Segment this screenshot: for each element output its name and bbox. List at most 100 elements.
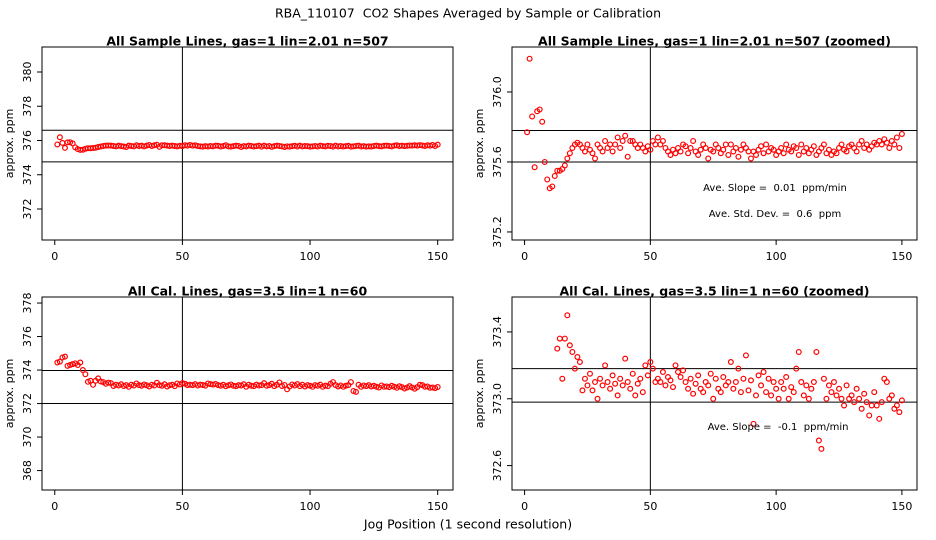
point	[692, 380, 699, 387]
point	[576, 359, 583, 366]
point	[863, 399, 870, 406]
point	[541, 158, 548, 165]
point	[617, 375, 624, 382]
point	[785, 395, 792, 402]
point	[554, 345, 561, 352]
point	[685, 150, 692, 157]
point	[77, 359, 84, 366]
point	[552, 271, 557, 276]
y-tick-label: 378	[21, 293, 34, 314]
point	[798, 141, 805, 148]
point	[607, 141, 614, 148]
point	[667, 151, 674, 158]
y-axis-label: approx. ppm	[3, 359, 16, 429]
point	[858, 405, 865, 412]
point	[637, 375, 644, 382]
point	[815, 437, 822, 444]
point	[540, 171, 545, 176]
point	[685, 385, 692, 392]
point	[778, 144, 785, 151]
point	[715, 144, 722, 151]
point	[602, 137, 609, 144]
point	[642, 148, 649, 155]
point	[532, 96, 537, 101]
point	[851, 399, 858, 406]
point	[836, 385, 843, 392]
point	[622, 355, 629, 362]
point	[619, 382, 626, 389]
point	[690, 390, 697, 397]
x-tick-label: 0	[521, 500, 528, 513]
point	[652, 141, 659, 148]
point	[780, 385, 787, 392]
point	[737, 146, 744, 153]
point	[649, 365, 656, 372]
point	[783, 374, 790, 381]
point	[732, 379, 739, 386]
point	[841, 402, 848, 409]
point	[644, 372, 651, 379]
point	[434, 141, 441, 148]
point	[770, 379, 777, 386]
y-axis-label: approx. ppm	[3, 109, 16, 179]
y-tick-label: 373.0	[491, 383, 504, 415]
point	[695, 372, 702, 379]
y-tick-label: 368	[21, 460, 34, 481]
x-tick-label: 50	[643, 500, 657, 513]
point	[599, 382, 606, 389]
point	[745, 387, 752, 394]
y-tick-label: 378	[21, 96, 34, 117]
point	[873, 402, 880, 409]
point	[614, 134, 621, 141]
point	[793, 144, 800, 151]
figure-title: RBA_110107 CO2 Shapes Averaged by Sample…	[275, 6, 661, 21]
point	[810, 143, 817, 150]
point	[539, 118, 546, 125]
point	[788, 148, 795, 155]
point	[697, 146, 704, 153]
point	[790, 389, 797, 396]
plot-area	[512, 47, 917, 240]
point	[825, 382, 832, 389]
y-tick-label: 376.0	[491, 76, 504, 108]
point	[783, 141, 790, 148]
point	[891, 141, 898, 148]
point	[352, 388, 359, 395]
point	[677, 148, 684, 155]
point	[705, 382, 712, 389]
point	[97, 378, 104, 385]
point	[712, 375, 719, 382]
point	[675, 369, 682, 376]
point	[544, 176, 551, 183]
point	[527, 146, 532, 151]
point	[586, 370, 593, 377]
y-tick-label: 370	[21, 427, 34, 448]
point	[818, 445, 825, 452]
point	[61, 144, 68, 151]
point	[669, 384, 676, 391]
point	[825, 146, 832, 153]
point	[720, 374, 727, 381]
point	[740, 375, 747, 382]
point	[843, 148, 850, 155]
x-tick-label: 150	[427, 250, 448, 263]
point	[529, 113, 536, 120]
point	[687, 375, 694, 382]
point	[853, 385, 860, 392]
point	[642, 362, 649, 369]
point	[876, 415, 883, 422]
point	[594, 395, 601, 402]
point	[795, 348, 802, 355]
point	[760, 369, 767, 376]
x-tick-label: 50	[175, 500, 189, 513]
plot-frame	[41, 296, 454, 491]
point	[148, 381, 155, 388]
point	[858, 137, 865, 144]
point	[898, 397, 905, 404]
point	[883, 139, 890, 146]
point	[861, 390, 868, 397]
point	[581, 148, 588, 155]
point	[322, 382, 329, 389]
point	[828, 389, 835, 396]
point	[702, 144, 709, 151]
